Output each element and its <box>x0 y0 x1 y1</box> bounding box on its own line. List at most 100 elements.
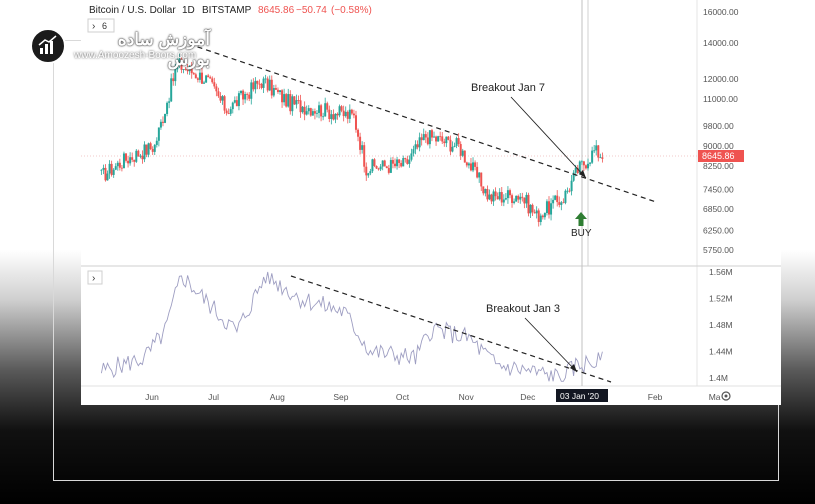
candle-body <box>108 163 111 174</box>
candle-body <box>389 160 392 173</box>
logo-mark <box>30 28 66 64</box>
breakout-price-label: Breakout Jan 7 <box>471 82 545 94</box>
candle-body <box>369 171 372 174</box>
time-tick-label: Jul <box>208 392 219 402</box>
candle-body <box>480 172 483 187</box>
candle-body <box>562 202 565 204</box>
candle-body <box>186 69 189 72</box>
volume-tick-label: 1.52M <box>709 294 733 304</box>
time-tick-label: Nov <box>459 392 475 402</box>
time-tick-label: Oct <box>396 392 410 402</box>
time-axis[interactable]: Jun Jul Aug Sep Oct Nov Dec Feb Ma <box>145 392 721 402</box>
gear-icon[interactable] <box>721 391 731 401</box>
volume-pane-toggle-button[interactable] <box>87 270 103 285</box>
last-price-tag-text: 8645.86 <box>702 151 735 161</box>
candle-body <box>262 78 265 88</box>
candle-body <box>564 190 567 203</box>
candle-body <box>237 93 240 107</box>
candle-body <box>151 148 154 152</box>
candle-body <box>194 74 197 79</box>
price-tick-label: 7450.00 <box>703 185 734 195</box>
chart-svg[interactable]: Bitcoin / U.S. Dollar 1D BITSTAMP 8645.8… <box>81 0 781 405</box>
candle-body <box>443 141 446 144</box>
volume-trendline[interactable] <box>290 275 612 383</box>
price-axis[interactable]: 16000.00 14000.00 12000.00 11000.00 9800.00 9… <box>703 7 739 255</box>
candle-body <box>591 150 594 163</box>
candle-body <box>373 159 376 167</box>
candle-body <box>155 140 158 145</box>
candle-body <box>556 195 559 203</box>
candle-body <box>315 112 318 114</box>
candle-body <box>172 78 175 82</box>
candle-body <box>242 90 245 100</box>
candle-body <box>420 137 423 141</box>
candle-body <box>504 198 507 200</box>
candle-body <box>157 127 160 141</box>
candle-body <box>476 166 479 178</box>
candle-body <box>192 73 195 75</box>
buy-label: BUY <box>571 228 592 239</box>
candle-body <box>426 137 429 145</box>
candle-body <box>200 72 203 84</box>
candle-body <box>219 96 222 101</box>
candle-body <box>587 163 590 169</box>
candle-body <box>500 192 503 203</box>
candle-body <box>135 150 138 162</box>
candle-body <box>383 160 386 167</box>
candle-body <box>281 90 284 103</box>
candle-body <box>408 159 411 164</box>
candle-body <box>182 69 185 70</box>
candle-body <box>593 150 596 152</box>
candle-body <box>164 113 167 123</box>
candle-body <box>143 144 146 160</box>
candle-body <box>465 162 468 166</box>
candle-body <box>529 204 532 214</box>
indicator-toggle-button[interactable] <box>87 18 115 33</box>
candle-body <box>122 153 125 169</box>
candle-body <box>346 111 349 119</box>
candle-body <box>334 113 337 120</box>
chart-panel[interactable]: Bitcoin / U.S. Dollar 1D BITSTAMP 8645.8… <box>81 0 781 405</box>
candle-body <box>545 201 548 214</box>
site-logo: آموزش ساده بورس www.Amoozesh-Boors.com <box>30 28 210 69</box>
candle-body <box>223 96 226 111</box>
price-tick-label: 6850.00 <box>703 204 734 214</box>
candle-body <box>170 78 173 102</box>
candle-body <box>521 196 524 198</box>
candle-body <box>486 188 489 200</box>
candle-body <box>502 199 505 203</box>
candle-body <box>558 202 561 205</box>
candle-body <box>492 191 495 202</box>
candle-body <box>190 65 193 74</box>
volume-tick-label: 1.4M <box>709 373 728 383</box>
candle-body <box>404 158 407 160</box>
interval-label[interactable]: 1D <box>182 5 195 16</box>
candle-body <box>441 136 444 142</box>
candle-body <box>439 136 442 138</box>
candle-body <box>139 155 142 157</box>
candle-body <box>453 145 456 147</box>
candle-body <box>260 83 263 88</box>
candle-body <box>396 159 399 167</box>
candle-body <box>305 111 308 115</box>
time-tick-label: Dec <box>520 392 536 402</box>
candle-body <box>539 215 542 223</box>
candle-body <box>205 75 208 83</box>
candle-body <box>248 94 251 99</box>
price-trendline[interactable] <box>188 43 657 203</box>
candle-body <box>541 215 544 218</box>
indicator-count: 6 <box>102 21 107 31</box>
candle-body <box>525 194 528 204</box>
candle-body <box>515 195 518 202</box>
candle-body <box>367 173 370 176</box>
candle-body <box>149 143 152 149</box>
candle-body <box>467 163 470 166</box>
candle-body <box>576 167 579 174</box>
candle-body <box>535 210 538 214</box>
candle-body <box>209 77 212 79</box>
candle-body <box>211 78 214 83</box>
breakout-volume-arrowhead <box>570 364 577 372</box>
candle-body <box>400 162 403 167</box>
volume-axis[interactable]: 1.56M 1.52M 1.48M 1.44M 1.4M <box>709 267 733 383</box>
candle-body <box>391 160 394 164</box>
